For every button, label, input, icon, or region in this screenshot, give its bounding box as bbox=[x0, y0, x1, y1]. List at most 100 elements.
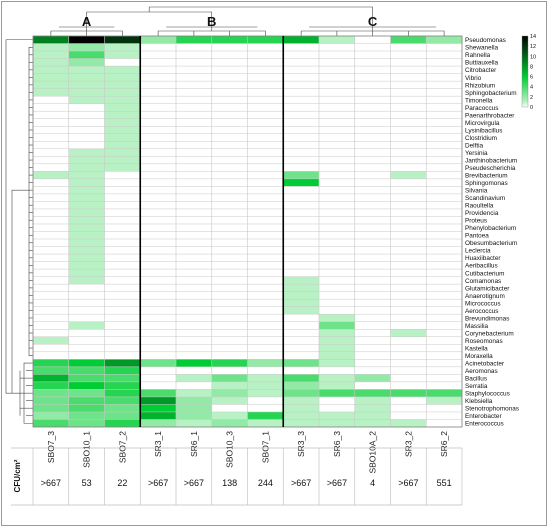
heatmap-cell bbox=[140, 73, 176, 82]
heatmap-cell bbox=[211, 73, 248, 82]
genus-label: Timonella bbox=[465, 97, 493, 104]
heatmap-cell bbox=[319, 51, 355, 59]
cfu-label: CFU/cm² bbox=[13, 459, 22, 492]
heatmap-cell bbox=[211, 186, 248, 194]
sample-label: SR6_3 bbox=[332, 431, 342, 457]
dendrogram-branch bbox=[148, 6, 373, 27]
heatmap-cell bbox=[283, 366, 319, 375]
heatmap-cell bbox=[68, 51, 105, 59]
heatmap-cell bbox=[319, 366, 355, 375]
heatmap-cell bbox=[211, 306, 248, 315]
heatmap-cell bbox=[390, 404, 427, 412]
heatmap-cell bbox=[283, 208, 319, 217]
heatmap-cell bbox=[211, 126, 248, 134]
heatmap-cell bbox=[140, 133, 176, 142]
heatmap-cell bbox=[68, 321, 105, 330]
heatmap-cell bbox=[140, 276, 176, 285]
heatmap-cell bbox=[104, 126, 141, 134]
heatmap-cell bbox=[354, 314, 391, 322]
heatmap-cell bbox=[283, 344, 319, 352]
heatmap-cell bbox=[283, 404, 319, 412]
heatmap-cell bbox=[211, 81, 248, 89]
heatmap-cell bbox=[247, 156, 284, 164]
heatmap-cell bbox=[140, 351, 176, 360]
heatmap-cell bbox=[140, 126, 176, 134]
heatmap-cell bbox=[319, 314, 355, 322]
heatmap-cell bbox=[319, 344, 355, 352]
heatmap-cell bbox=[140, 178, 176, 187]
legend-tick: 0 bbox=[530, 105, 533, 111]
heatmap-cell bbox=[390, 374, 427, 382]
heatmap-cell bbox=[283, 291, 319, 300]
heatmap-cell bbox=[354, 201, 391, 209]
heatmap-cell bbox=[390, 261, 427, 270]
heatmap-cell bbox=[283, 269, 319, 277]
heatmap-cell bbox=[68, 344, 105, 352]
heatmap-border bbox=[32, 35, 463, 428]
heatmap-cell bbox=[176, 208, 212, 217]
heatmap-cell bbox=[247, 133, 284, 142]
heatmap-cell bbox=[390, 58, 427, 67]
legend-tick: 8 bbox=[530, 64, 533, 70]
heatmap-cell bbox=[140, 254, 176, 262]
heatmap-cell bbox=[247, 193, 284, 202]
heatmap-cell bbox=[354, 404, 391, 412]
heatmap-cell bbox=[140, 321, 176, 330]
heatmap-cell bbox=[283, 284, 319, 292]
heatmap-cell bbox=[176, 276, 212, 285]
genus-label: Brevibacterium bbox=[465, 173, 508, 180]
heatmap-cell bbox=[283, 276, 319, 285]
heatmap-cell bbox=[211, 201, 248, 209]
heatmap-cell bbox=[319, 216, 355, 224]
genus-label: Massilia bbox=[465, 323, 489, 330]
heatmap-cell bbox=[390, 36, 427, 44]
heatmap-cell bbox=[176, 66, 212, 74]
heatmap-cell bbox=[354, 366, 391, 375]
heatmap-cell bbox=[390, 201, 427, 209]
heatmap-cell bbox=[283, 254, 319, 262]
heatmap-cell bbox=[104, 81, 141, 89]
heatmap-cell bbox=[319, 269, 355, 277]
heatmap-cell bbox=[104, 186, 141, 194]
heatmap-cell bbox=[33, 66, 69, 74]
heatmap-cell bbox=[68, 284, 105, 292]
genus-label: Proteus bbox=[465, 218, 487, 225]
heatmap-cell bbox=[283, 231, 319, 240]
heatmap-cell bbox=[319, 299, 355, 307]
heatmap-cell bbox=[176, 141, 212, 149]
heatmap-cell bbox=[319, 321, 355, 330]
heatmap-cell bbox=[140, 36, 176, 44]
heatmap-cell bbox=[426, 193, 462, 202]
heatmap-cell bbox=[354, 299, 391, 307]
genus-label: Kastella bbox=[465, 345, 488, 352]
heatmap-cell bbox=[104, 321, 141, 330]
heatmap-cell bbox=[319, 156, 355, 164]
genus-label: Shewanella bbox=[465, 45, 498, 52]
heatmap-cell bbox=[426, 43, 462, 52]
heatmap-cell bbox=[247, 96, 284, 104]
genus-label: Cutibacterium bbox=[465, 270, 504, 277]
heatmap-cell bbox=[33, 216, 69, 224]
heatmap-cell bbox=[211, 88, 248, 97]
heatmap-cell bbox=[104, 208, 141, 217]
heatmap-cell bbox=[33, 291, 69, 300]
heatmap-cell bbox=[426, 96, 462, 104]
heatmap-cell bbox=[33, 396, 69, 405]
heatmap-cell bbox=[33, 118, 69, 127]
heatmap-cell bbox=[176, 43, 212, 52]
heatmap-cell bbox=[211, 359, 248, 367]
heatmap-cell bbox=[33, 171, 69, 179]
heatmap-cell bbox=[140, 246, 176, 255]
heatmap-cell bbox=[426, 314, 462, 322]
cfu-value: >667 bbox=[291, 478, 311, 488]
heatmap-cell bbox=[68, 411, 105, 420]
heatmap-cell bbox=[283, 411, 319, 420]
heatmap-cell bbox=[247, 396, 284, 405]
heatmap-cell bbox=[354, 103, 391, 112]
cfu-value: 4 bbox=[370, 478, 375, 488]
heatmap-cell bbox=[354, 359, 391, 367]
cfu-value: 22 bbox=[117, 478, 127, 488]
heatmap-cell bbox=[104, 381, 141, 390]
heatmap-cell bbox=[176, 118, 212, 127]
heatmap-cell bbox=[283, 396, 319, 405]
